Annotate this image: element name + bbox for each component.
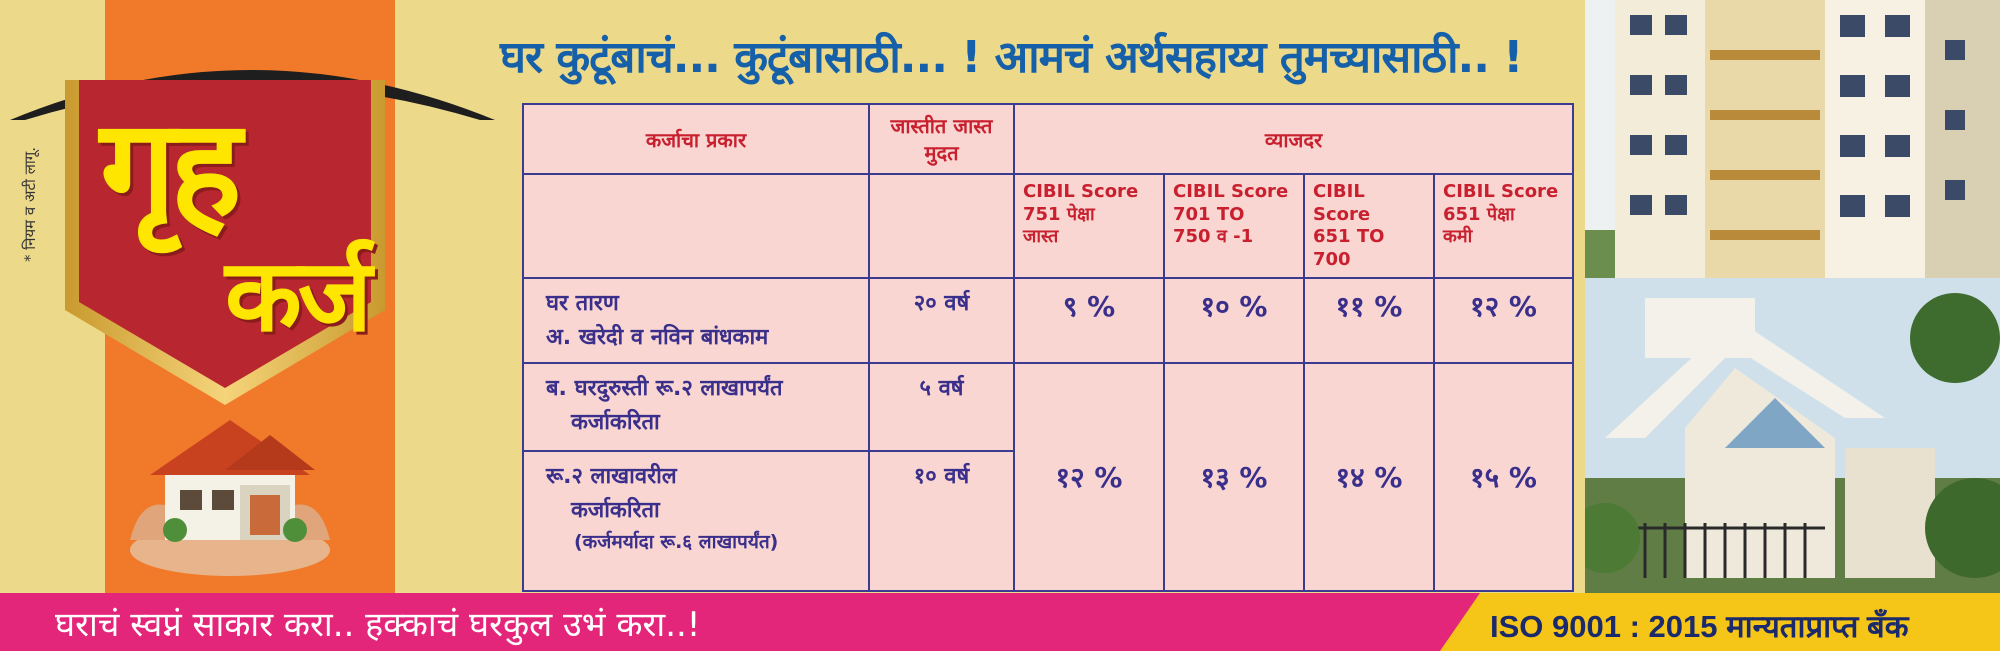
term-cell: १० वर्ष [868, 450, 1015, 592]
slogan-text: घराचं स्वप्नं साकार करा.. हक्काचं घरकुल … [55, 605, 701, 645]
cibil-col-1: CIBIL Score 751 पेक्षा जास्त [1013, 173, 1165, 279]
empty-cell [868, 173, 1015, 279]
iso-certification: ISO 9001 : 2015 मान्यताप्राप्त बँक [1490, 609, 1909, 644]
shield-icon [65, 80, 385, 405]
rate-cell: १२ % [1013, 362, 1165, 592]
villa-image [1585, 278, 2000, 596]
header-loan-type: कर्जाचा प्रकार [522, 103, 870, 175]
term-cell: ५ वर्ष [868, 362, 1015, 452]
rate-cell: ९ % [1013, 277, 1165, 364]
loan-type-cell: रू.२ लाखावरील कर्जाकरिता (कर्जमर्यादा रू.६… [522, 450, 870, 592]
table-row: घर तारण अ. खरेदी व नविन बांधकाम २० वर्ष ९… [522, 277, 1575, 364]
rate-cell: ११ % [1303, 277, 1435, 364]
header-max-term: जास्तीत जास्त मुदत [868, 103, 1015, 175]
title-karj: कर्ज [225, 236, 372, 354]
term-cell: २० वर्ष [868, 277, 1015, 364]
rate-cell: १२ % [1432, 277, 1575, 364]
loan-type-cell: घर तारण अ. खरेदी व नविन बांधकाम [522, 277, 870, 364]
iso-bar [1440, 593, 2000, 651]
headline: घर कुटूंबाचं... कुटूंबासाठी... ! आमचं अर… [500, 32, 1523, 83]
rate-cell: १४ % [1303, 362, 1435, 592]
apartment-building-image [1585, 0, 2000, 278]
table-row: रू.२ लाखावरील कर्जाकरिता (कर्जमर्यादा रू.६… [522, 450, 1573, 592]
cibil-col-2: CIBIL Score 701 TO 750 व -1 [1163, 173, 1305, 279]
rate-cell: १३ % [1163, 362, 1305, 592]
interest-rate-table: कर्जाचा प्रकार जास्तीत जास्त मुदत व्याजद… [522, 103, 1575, 592]
header-interest-rate: व्याजदर [1012, 103, 1575, 175]
slogan-bar [0, 593, 1480, 651]
house-in-hands-icon [130, 420, 330, 576]
table-row: ब. घरदुरुस्ती रू.२ लाखापर्यंत कर्जाकरिता … [522, 362, 1575, 592]
loan-type-cell: ब. घरदुरुस्ती रू.२ लाखापर्यंत कर्जाकरिता [522, 362, 870, 452]
title-griha: गृह [100, 88, 242, 247]
empty-cell [522, 173, 870, 279]
cibil-col-4: CIBIL Score 651 पेक्षा कमी [1432, 173, 1575, 279]
rate-cell: १५ % [1432, 362, 1575, 592]
rate-cell: १० % [1163, 277, 1305, 364]
cibil-col-3: CIBIL Score 651 TO 700 [1303, 173, 1435, 279]
